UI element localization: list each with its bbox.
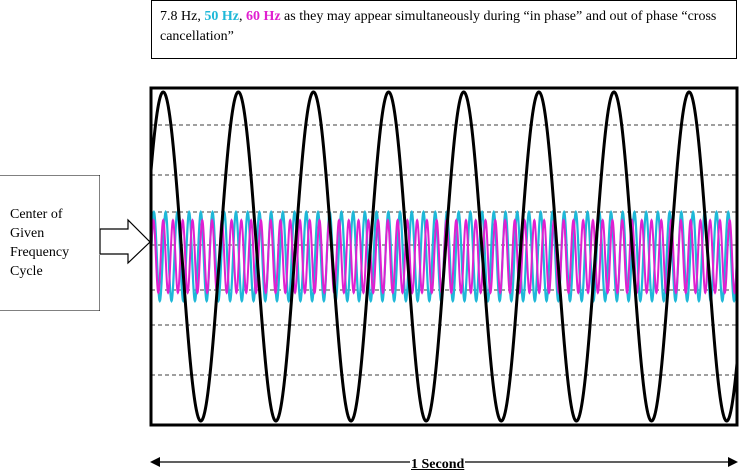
one-second-label: 1 Second bbox=[410, 457, 466, 473]
center-cycle-label-line-3: Frequency bbox=[10, 245, 70, 260]
waveforms bbox=[149, 90, 739, 423]
caption-freq-50: 50 Hz bbox=[204, 9, 239, 24]
wave-7-8-hz bbox=[149, 90, 739, 423]
caption-freq-7-8: 7.8 Hz bbox=[160, 9, 198, 24]
caption-box: 7.8 Hz, 50 Hz, 60 Hz as they may appear … bbox=[151, 0, 737, 59]
right-arrowhead-icon bbox=[728, 457, 738, 467]
caption-sep-2: , bbox=[238, 9, 246, 24]
center-cycle-label-line-2: Given bbox=[10, 226, 45, 241]
caption-rest: as they may appear simultaneously during… bbox=[160, 9, 717, 44]
center-cycle-label: Center of Given Frequency Cycle bbox=[10, 205, 92, 281]
caption-freq-60: 60 Hz bbox=[245, 9, 281, 24]
center-cycle-label-line-4: Cycle bbox=[10, 264, 43, 279]
center-cycle-label-line-1: Center of bbox=[10, 207, 63, 222]
left-arrowhead-icon bbox=[150, 457, 160, 467]
scope-frame bbox=[149, 86, 739, 427]
center-arrow-icon bbox=[99, 218, 151, 265]
caption-sep-1: , bbox=[197, 9, 205, 24]
